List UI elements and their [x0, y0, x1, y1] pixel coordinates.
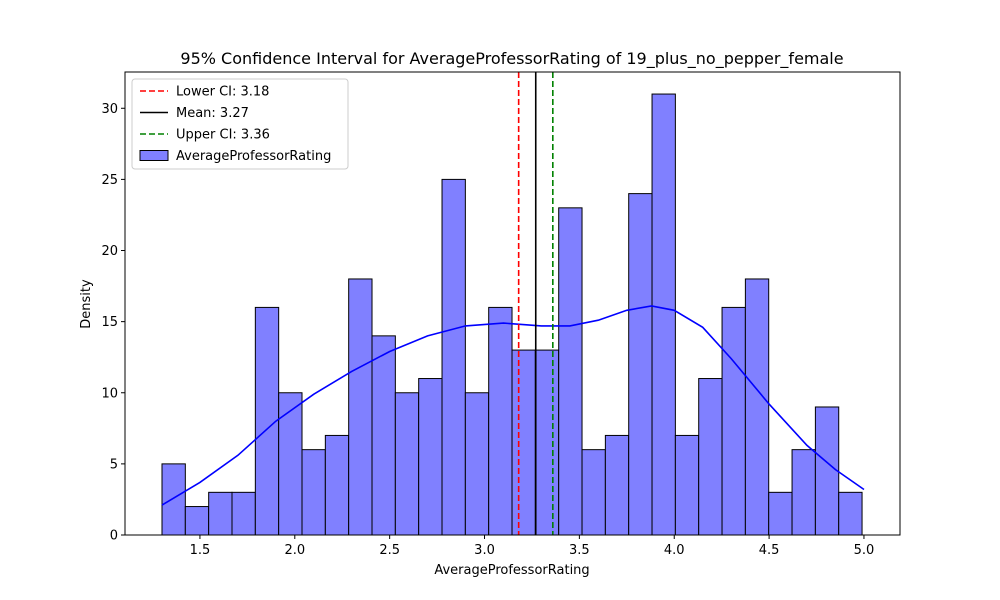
histogram-bar	[604, 434, 630, 536]
histogram-bar	[324, 434, 350, 536]
histogram-bar	[371, 335, 396, 536]
histogram-bar	[791, 449, 816, 536]
x-tick-label: 2.5	[379, 543, 400, 558]
chart-title: 95% Confidence Interval for AverageProfe…	[180, 49, 843, 69]
kde-curve	[161, 305, 865, 506]
histogram-bars	[161, 93, 863, 536]
histogram-bar	[698, 378, 723, 536]
x-axis-label: AverageProfessorRating	[434, 563, 589, 578]
histogram-bar	[721, 306, 746, 536]
x-tick-label: 2.0	[284, 543, 305, 558]
kde-layer	[161, 305, 865, 506]
histogram-bar	[628, 193, 653, 536]
x-tick-label: 3.0	[474, 543, 495, 558]
y-tick-label: 0	[110, 529, 118, 544]
histogram-bar	[301, 449, 326, 536]
histogram-bar	[651, 93, 676, 536]
ci-lines	[517, 72, 554, 535]
legend-box	[131, 78, 349, 170]
x-tick-label: 1.5	[190, 543, 211, 558]
histogram-bar	[744, 278, 770, 536]
histogram-bar	[231, 491, 256, 536]
histogram-bar	[511, 349, 536, 536]
histogram-bar	[488, 306, 513, 536]
histogram-bar	[184, 506, 210, 536]
x-axis-ticks: 1.5 2.0 2.5 3.0 3.5 4.0 4.5 5.0	[190, 535, 875, 558]
y-axis-label: Density	[79, 279, 94, 329]
histogram-bar	[278, 392, 303, 536]
legend: Lower CI: 3.18 Mean: 3.27 Upper CI: 3.36 Av…	[131, 78, 349, 170]
histogram-bar	[838, 491, 863, 536]
legend-label: Lower CI: 3.18	[176, 85, 269, 100]
x-tick-label: 4.0	[664, 543, 685, 558]
legend-swatch	[139, 150, 169, 161]
histogram-bar	[581, 449, 606, 536]
histogram-bar	[208, 491, 233, 536]
y-tick-label: 5	[110, 457, 118, 472]
histogram-bar	[674, 434, 700, 536]
legend-label: Upper CI: 3.36	[176, 128, 270, 143]
legend-label: Mean: 3.27	[176, 106, 249, 121]
y-tick-label: 30	[101, 102, 118, 117]
histogram-bar	[534, 349, 560, 536]
x-tick-label: 4.5	[759, 543, 780, 558]
histogram-bar	[441, 178, 466, 536]
y-axis-ticks: 0 5 10 15 20 25 30	[101, 102, 125, 544]
histogram-bar	[814, 406, 840, 536]
legend-label: AverageProfessorRating	[176, 149, 331, 164]
x-tick-label: 3.5	[569, 543, 590, 558]
y-tick-label: 15	[101, 315, 118, 330]
y-tick-label: 25	[101, 173, 118, 188]
y-tick-label: 10	[101, 386, 118, 401]
histogram-bar	[348, 278, 373, 536]
y-tick-label: 20	[101, 244, 118, 259]
x-tick-label: 5.0	[854, 543, 875, 558]
histogram-bar	[464, 392, 490, 536]
histogram-bar	[161, 463, 186, 536]
plot-frame	[124, 71, 901, 536]
histogram-bar	[394, 392, 420, 536]
histogram-bar	[418, 378, 443, 536]
histogram-bar	[768, 491, 793, 536]
histogram-bar	[558, 207, 583, 536]
